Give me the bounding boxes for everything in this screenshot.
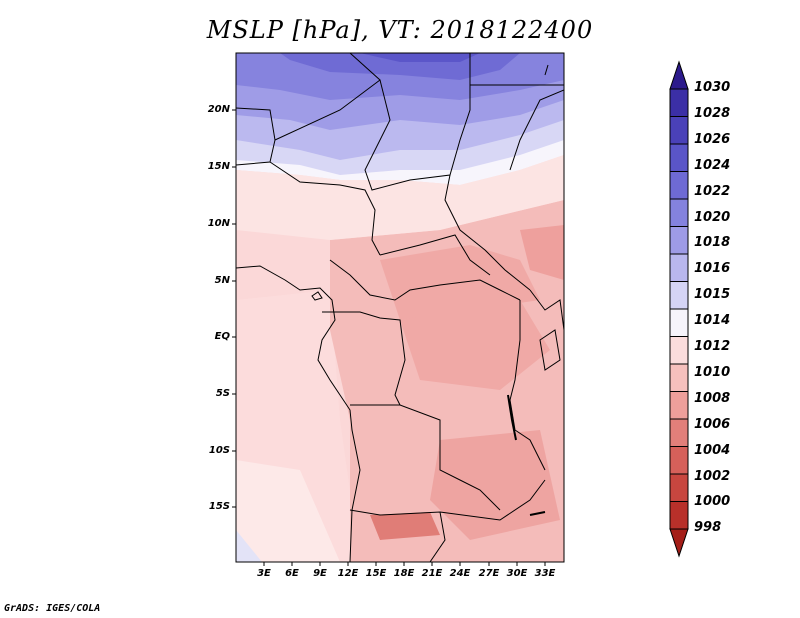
colorbar-cell: [669, 336, 689, 365]
colorbar-label: 1018: [694, 235, 731, 251]
field-1006: [370, 512, 440, 540]
border-chad-sudan: [444, 174, 531, 291]
colorbar-cell: [669, 198, 689, 227]
border-east-drc: [509, 300, 546, 471]
border-libya-chad: [364, 53, 471, 191]
border-uganda: [529, 289, 564, 331]
colorbar-label: 1024: [694, 157, 731, 173]
lon-label: 33E: [534, 568, 556, 579]
colorbar-cell: [669, 226, 689, 255]
border-niger-nigeria: [269, 161, 381, 256]
axis-ticks: [232, 109, 546, 566]
colorbar-label: 1006: [694, 416, 731, 432]
lon-label: 24E: [449, 568, 471, 579]
lon-label: 18E: [393, 568, 415, 579]
colorbar-cell: [669, 143, 689, 172]
lon-label: 9E: [313, 568, 327, 579]
colorbar-cell: [669, 363, 689, 392]
lat-label: 20N: [207, 104, 230, 115]
lat-label: 5S: [215, 388, 230, 399]
coastlines-borders: [236, 53, 564, 562]
border-zambia: [439, 479, 546, 521]
border-algeria-niger: [274, 53, 381, 141]
border-red-sea: [509, 89, 564, 171]
colorbar-label: 1004: [694, 442, 731, 458]
field-1008-east: [520, 225, 564, 280]
field-1012-sahel: [236, 155, 564, 240]
lat-label: 15S: [208, 501, 230, 512]
colorbar-bottom-arrow: [669, 528, 689, 558]
west-coastline: [236, 265, 361, 562]
colorbar-label: 1026: [694, 131, 731, 147]
pressure-field: [236, 53, 564, 562]
colorbar-label: 1012: [694, 339, 731, 354]
lat-label: 15N: [207, 161, 230, 172]
field-1026: [360, 53, 480, 62]
field-sw-corner: [236, 530, 262, 562]
lon-label: 12E: [337, 568, 359, 579]
lon-label: 3E: [257, 568, 271, 579]
colorbar-label: 1010: [694, 364, 731, 380]
colorbar-label: 1028: [694, 105, 731, 121]
colorbar-cell: [669, 88, 689, 117]
lon-label: 27E: [478, 568, 500, 579]
colorbar-cell: [669, 418, 689, 447]
colorbar-label: 1002: [694, 468, 731, 484]
colorbar-cell: [669, 253, 689, 282]
colorbar-label: 1020: [694, 209, 731, 225]
border-congo: [322, 311, 406, 406]
sinai-coast: [544, 64, 549, 76]
colorbar: [669, 60, 689, 558]
map-title: MSLP [hPa], VT: 2018122400: [206, 16, 594, 44]
grads-credit: GrADS: IGES/COLA: [4, 603, 101, 614]
colorbar-cell: [669, 281, 689, 310]
lat-label: 5N: [214, 275, 230, 286]
lon-label: 6E: [285, 568, 299, 579]
lat-label: 10N: [207, 218, 230, 229]
lon-label: 30E: [506, 568, 528, 579]
field-ocean-south: [236, 460, 340, 562]
colorbar-label: 1015: [694, 287, 731, 303]
colorbar-label: 1000: [694, 494, 731, 510]
border-car-north: [379, 234, 491, 276]
border-angola-drc: [350, 404, 501, 511]
field-1008-central: [400, 300, 550, 390]
colorbar-cell: [669, 308, 689, 337]
lon-label: 21E: [421, 568, 443, 579]
border-car-south: [329, 259, 521, 301]
colorbar-cell: [669, 171, 689, 200]
colorbar-cells: [669, 88, 689, 530]
colorbar-top-arrow: [669, 60, 689, 90]
colorbar-cell: [669, 446, 689, 475]
colorbar-label: 1016: [694, 261, 731, 277]
colorbar-label: 1014: [694, 313, 731, 329]
colorbar-label: 1030: [694, 80, 731, 95]
colorbar-cell: [669, 473, 689, 502]
colorbar-cell: [669, 501, 689, 530]
field-1008-south: [430, 430, 560, 540]
colorbar-label: 1022: [694, 183, 731, 199]
lake-kariba: [529, 511, 546, 516]
lake-tanganyika: [507, 394, 517, 441]
lat-label: 10S: [208, 445, 230, 456]
colorbar-cell: [669, 116, 689, 145]
bioko-island: [311, 291, 323, 301]
colorbar-label: 1008: [694, 390, 731, 406]
map-frame: [235, 52, 565, 563]
lon-label: 15E: [365, 568, 387, 579]
lake-victoria: [539, 329, 561, 371]
colorbar-cell: [669, 391, 689, 420]
lat-label: EQ: [214, 331, 230, 342]
colorbar-label: 998: [694, 520, 722, 536]
